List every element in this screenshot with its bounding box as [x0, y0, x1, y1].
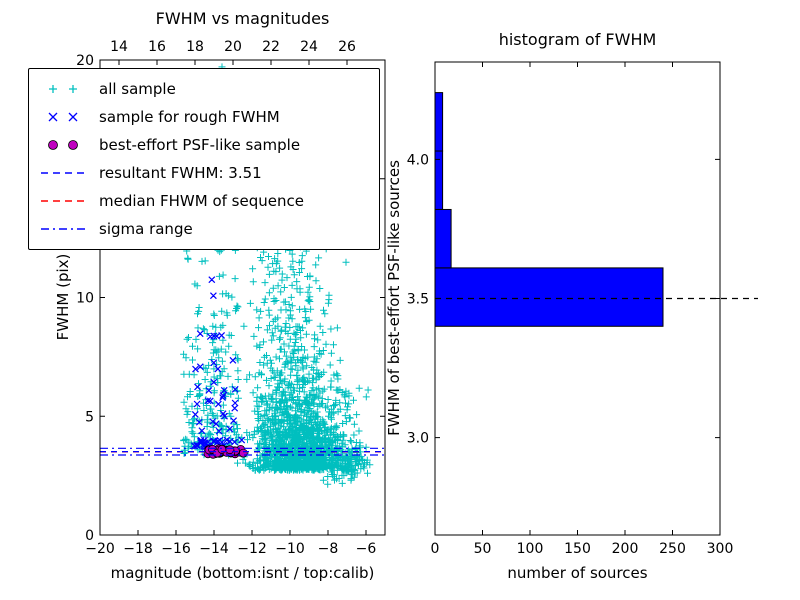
- svg-text:100: 100: [517, 541, 544, 557]
- svg-text:20: 20: [76, 53, 94, 69]
- svg-text:−6: −6: [356, 541, 377, 557]
- svg-text:−12: −12: [237, 541, 267, 557]
- legend-item-label: resultant FWHM: 3.51: [99, 164, 262, 182]
- legend-item: median FHWM of sequence: [37, 187, 371, 215]
- svg-text:4.0: 4.0: [407, 152, 429, 168]
- hist-ylabel: FWHM of best-effort PSF-like sources: [385, 160, 403, 436]
- svg-text:−16: −16: [161, 541, 191, 557]
- legend-item: sample for rough FWHM: [37, 103, 371, 131]
- x-marker-icon: [48, 112, 78, 122]
- svg-text:200: 200: [612, 541, 639, 557]
- svg-text:14: 14: [110, 39, 128, 55]
- svg-text:16: 16: [148, 39, 166, 55]
- hist-xlabel: number of sources: [507, 564, 647, 582]
- legend-box: all sample sample for rough FWHM best-effo…: [28, 68, 380, 250]
- svg-text:−20: −20: [85, 541, 115, 557]
- svg-text:26: 26: [338, 39, 356, 55]
- legend-item-label: sample for rough FWHM: [99, 108, 280, 126]
- svg-text:50: 50: [474, 541, 492, 557]
- legend-item-label: sigma range: [99, 220, 193, 238]
- svg-text:20: 20: [224, 39, 242, 55]
- svg-text:0: 0: [431, 541, 440, 557]
- svg-text:22: 22: [262, 39, 280, 55]
- dashdot-line-icon: [41, 228, 85, 230]
- scatter-xlabel: magnitude (bottom:isnt / top:calib): [111, 564, 375, 582]
- dashed-line-icon: [41, 172, 85, 174]
- histogram-bars: [434, 92, 664, 327]
- svg-text:3.0: 3.0: [407, 431, 429, 447]
- legend-item-label: median FHWM of sequence: [99, 192, 304, 210]
- hist-bar: [434, 208, 452, 269]
- svg-text:300: 300: [707, 541, 734, 557]
- svg-text:150: 150: [564, 541, 591, 557]
- scatter-series-circle: [203, 444, 248, 459]
- svg-text:10: 10: [76, 291, 94, 307]
- legend-item-label: best-effort PSF-like sample: [99, 136, 301, 154]
- circle-marker-icon: [48, 140, 78, 150]
- legend-item: all sample: [37, 75, 371, 103]
- plus-marker-icon: [49, 85, 77, 93]
- svg-text:24: 24: [300, 39, 318, 55]
- hist-bar: [434, 267, 664, 327]
- legend-item: sigma range: [37, 215, 371, 243]
- svg-text:−8: −8: [318, 541, 339, 557]
- svg-text:18: 18: [186, 39, 204, 55]
- scatter-title: FWHM vs magnitudes: [156, 9, 330, 28]
- dashed-line-icon: [41, 200, 85, 202]
- svg-text:250: 250: [659, 541, 686, 557]
- scatter-plot-area: [100, 63, 385, 488]
- legend-item: resultant FWHM: 3.51: [37, 159, 371, 187]
- legend-item-label: all sample: [99, 80, 176, 98]
- svg-text:−10: −10: [275, 541, 305, 557]
- svg-text:0: 0: [85, 528, 94, 544]
- hist-bar: [434, 92, 444, 152]
- scatter-ticks: −20 −18 −16 −14 −12 −10 −8 −6 14 16 18 20 22 24 26 0 5 10…: [76, 39, 385, 557]
- svg-text:−18: −18: [123, 541, 153, 557]
- hist-title: histogram of FWHM: [499, 30, 657, 49]
- svg-text:5: 5: [85, 409, 94, 425]
- svg-text:−14: −14: [199, 541, 229, 557]
- scatter-series-plus: [180, 63, 374, 488]
- legend-item: best-effort PSF-like sample: [37, 131, 371, 159]
- hist-ticks: 0 50 100 150 200 250 300 3.0 3.5 4.0: [407, 62, 734, 557]
- svg-text:3.5: 3.5: [407, 292, 429, 308]
- scatter-ylabel: FWHM (pix): [54, 254, 72, 341]
